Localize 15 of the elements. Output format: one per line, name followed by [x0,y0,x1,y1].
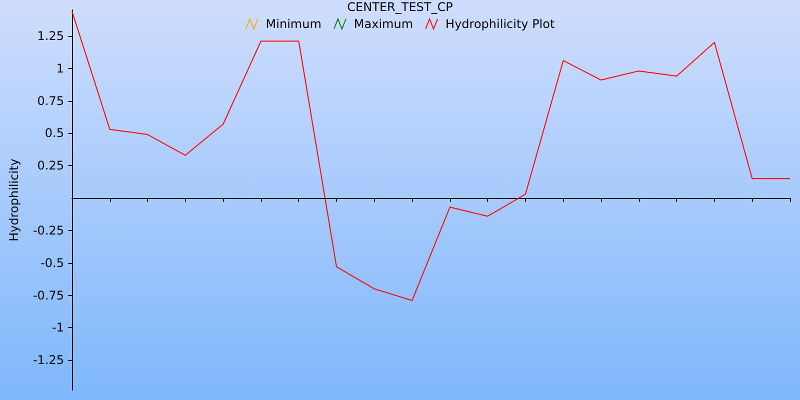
legend-label: Hydrophilicity Plot [446,17,555,31]
y-tick-label: 0.5 [44,126,64,140]
y-tick-label: -0.25 [32,223,64,238]
y-tick-label: 1 [56,61,64,76]
y-tick-label: -1 [52,320,64,335]
legend-label: Maximum [354,17,414,31]
y-axis-title: Hydrophilicity [7,158,21,242]
y-tick-label: -1.25 [32,353,64,368]
y-tick-label: 0.75 [37,94,64,108]
y-tick-label: -0.75 [32,288,64,302]
y-tick-label: -0.5 [40,256,64,270]
y-tick-label: 0.25 [37,158,64,173]
y-tick-label: 1.25 [37,28,64,43]
chart-title: CENTER_TEST_CP [347,0,453,14]
legend-label: Minimum [266,17,322,31]
